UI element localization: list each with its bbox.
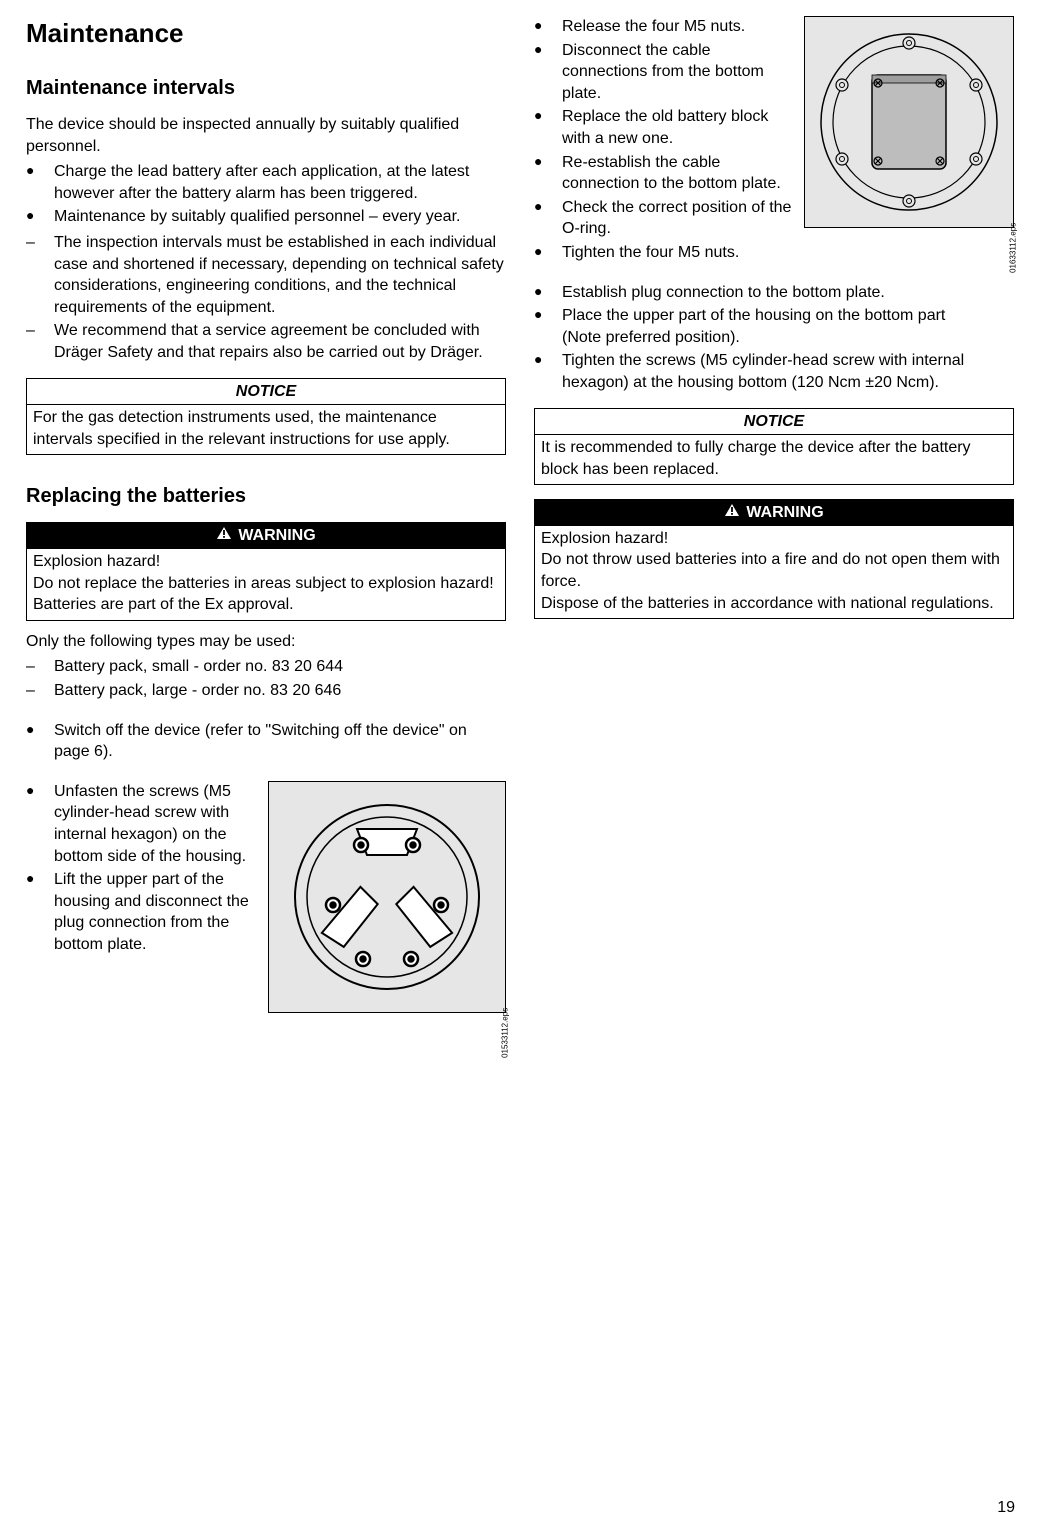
list-item: Check the correct position of the O-ring… — [534, 197, 794, 240]
list-item: Place the upper part of the housing on t… — [534, 305, 1014, 348]
battery-steps: Release the four M5 nuts. Disconnect the… — [534, 16, 794, 264]
list-item: Maintenance by suitably qualified person… — [26, 206, 506, 228]
page-columns: Maintenance Maintenance intervals The de… — [26, 16, 1015, 1013]
warning-body: Explosion hazard! Do not replace the bat… — [27, 549, 505, 620]
intervals-bullets: Charge the lead battery after each appli… — [26, 161, 506, 228]
list-item: Battery pack, small - order no. 83 20 64… — [26, 656, 506, 678]
notice-body: For the gas detection instruments used, … — [27, 405, 505, 454]
warning-box: WARNING Explosion hazard! Do not replace… — [26, 522, 506, 620]
list-item: Lift the upper part of the housing and d… — [26, 869, 258, 955]
heading-intervals: Maintenance intervals — [26, 75, 506, 102]
list-item: We recommend that a service agreement be… — [26, 320, 506, 363]
notice-box: NOTICE For the gas detection instruments… — [26, 378, 506, 456]
list-item: Switch off the device (refer to "Switchi… — [26, 720, 506, 763]
warning-label: WARNING — [746, 502, 823, 524]
figure-caption: 01633112.eps — [1008, 223, 1019, 273]
page-number: 19 — [997, 1497, 1015, 1519]
list-item: Charge the lead battery after each appli… — [26, 161, 506, 204]
notice-body: It is recommended to fully charge the de… — [535, 435, 1013, 484]
list-item: Replace the old battery block with a new… — [534, 106, 794, 149]
battery-types: Battery pack, small - order no. 83 20 64… — [26, 656, 506, 701]
list-item: Tighten the four M5 nuts. — [534, 242, 794, 264]
figure-row-1: Unfasten the screws (M5 cylinder-head sc… — [26, 781, 506, 1013]
left-column: Maintenance Maintenance intervals The de… — [26, 16, 506, 1013]
switch-off-bullet: Switch off the device (refer to "Switchi… — [26, 720, 506, 763]
battery-block-diagram — [814, 27, 1004, 217]
list-item: Unfasten the screws (M5 cylinder-head sc… — [26, 781, 258, 867]
list-item: Battery pack, large - order no. 83 20 64… — [26, 680, 506, 702]
notice-header: NOTICE — [535, 409, 1013, 436]
notice-box: NOTICE It is recommended to fully charge… — [534, 408, 1014, 486]
warning-box: WARNING Explosion hazard! Do not throw u… — [534, 499, 1014, 619]
list-item: Disconnect the cable connections from th… — [534, 40, 794, 105]
warning-header: WARNING — [535, 500, 1013, 526]
reassembly-bullets: Establish plug connection to the bottom … — [534, 282, 1014, 394]
warning-icon — [724, 502, 740, 524]
warning-header: WARNING — [27, 523, 505, 549]
notice-header: NOTICE — [27, 379, 505, 406]
intro-text: The device should be inspected annually … — [26, 114, 506, 157]
intervals-dashes: The inspection intervals must be establi… — [26, 232, 506, 364]
types-intro: Only the following types may be used: — [26, 631, 506, 653]
list-item: Re-establish the cable connection to the… — [534, 152, 794, 195]
heading-replacing-batteries: Replacing the batteries — [26, 483, 506, 510]
figure-housing-bottom: 01533112.eps — [268, 781, 506, 1013]
list-item: The inspection intervals must be establi… — [26, 232, 506, 318]
list-item: Release the four M5 nuts. — [534, 16, 794, 38]
figure-caption: 01533112.eps — [500, 1008, 511, 1058]
unfasten-bullets: Unfasten the screws (M5 cylinder-head sc… — [26, 781, 258, 956]
heading-maintenance: Maintenance — [26, 16, 506, 51]
warning-icon — [216, 525, 232, 547]
figure-battery-block: 01633112.eps — [804, 16, 1014, 228]
list-item: Tighten the screws (M5 cylinder-head scr… — [534, 350, 1014, 393]
right-column: Release the four M5 nuts. Disconnect the… — [534, 16, 1014, 1013]
warning-label: WARNING — [238, 525, 315, 547]
warning-body: Explosion hazard! Do not throw used batt… — [535, 526, 1013, 618]
housing-bottom-diagram — [287, 797, 487, 997]
figure-row-2: Release the four M5 nuts. Disconnect the… — [534, 16, 1014, 268]
list-item: Establish plug connection to the bottom … — [534, 282, 1014, 304]
